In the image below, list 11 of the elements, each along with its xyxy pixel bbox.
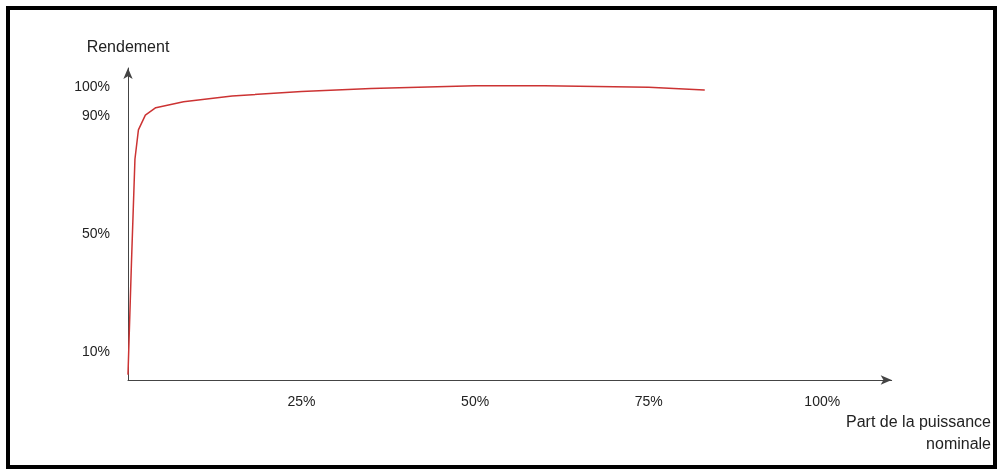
y-tick-label: 10% [81, 342, 110, 359]
x-tick-label: 100% [804, 393, 841, 409]
x-tick-label: 50% [461, 393, 490, 409]
x-axis-title: Part de la puissance nominale [846, 412, 992, 452]
x-tick-label: 75% [634, 393, 663, 409]
line-series [127, 84, 705, 375]
y-tick-label: 90% [81, 107, 110, 124]
y-tick-label: 50% [81, 224, 110, 241]
y-axis-title: Rendement [86, 37, 170, 55]
x-tick-label: 25% [287, 393, 316, 409]
y-tick-label: 100% [74, 77, 110, 94]
